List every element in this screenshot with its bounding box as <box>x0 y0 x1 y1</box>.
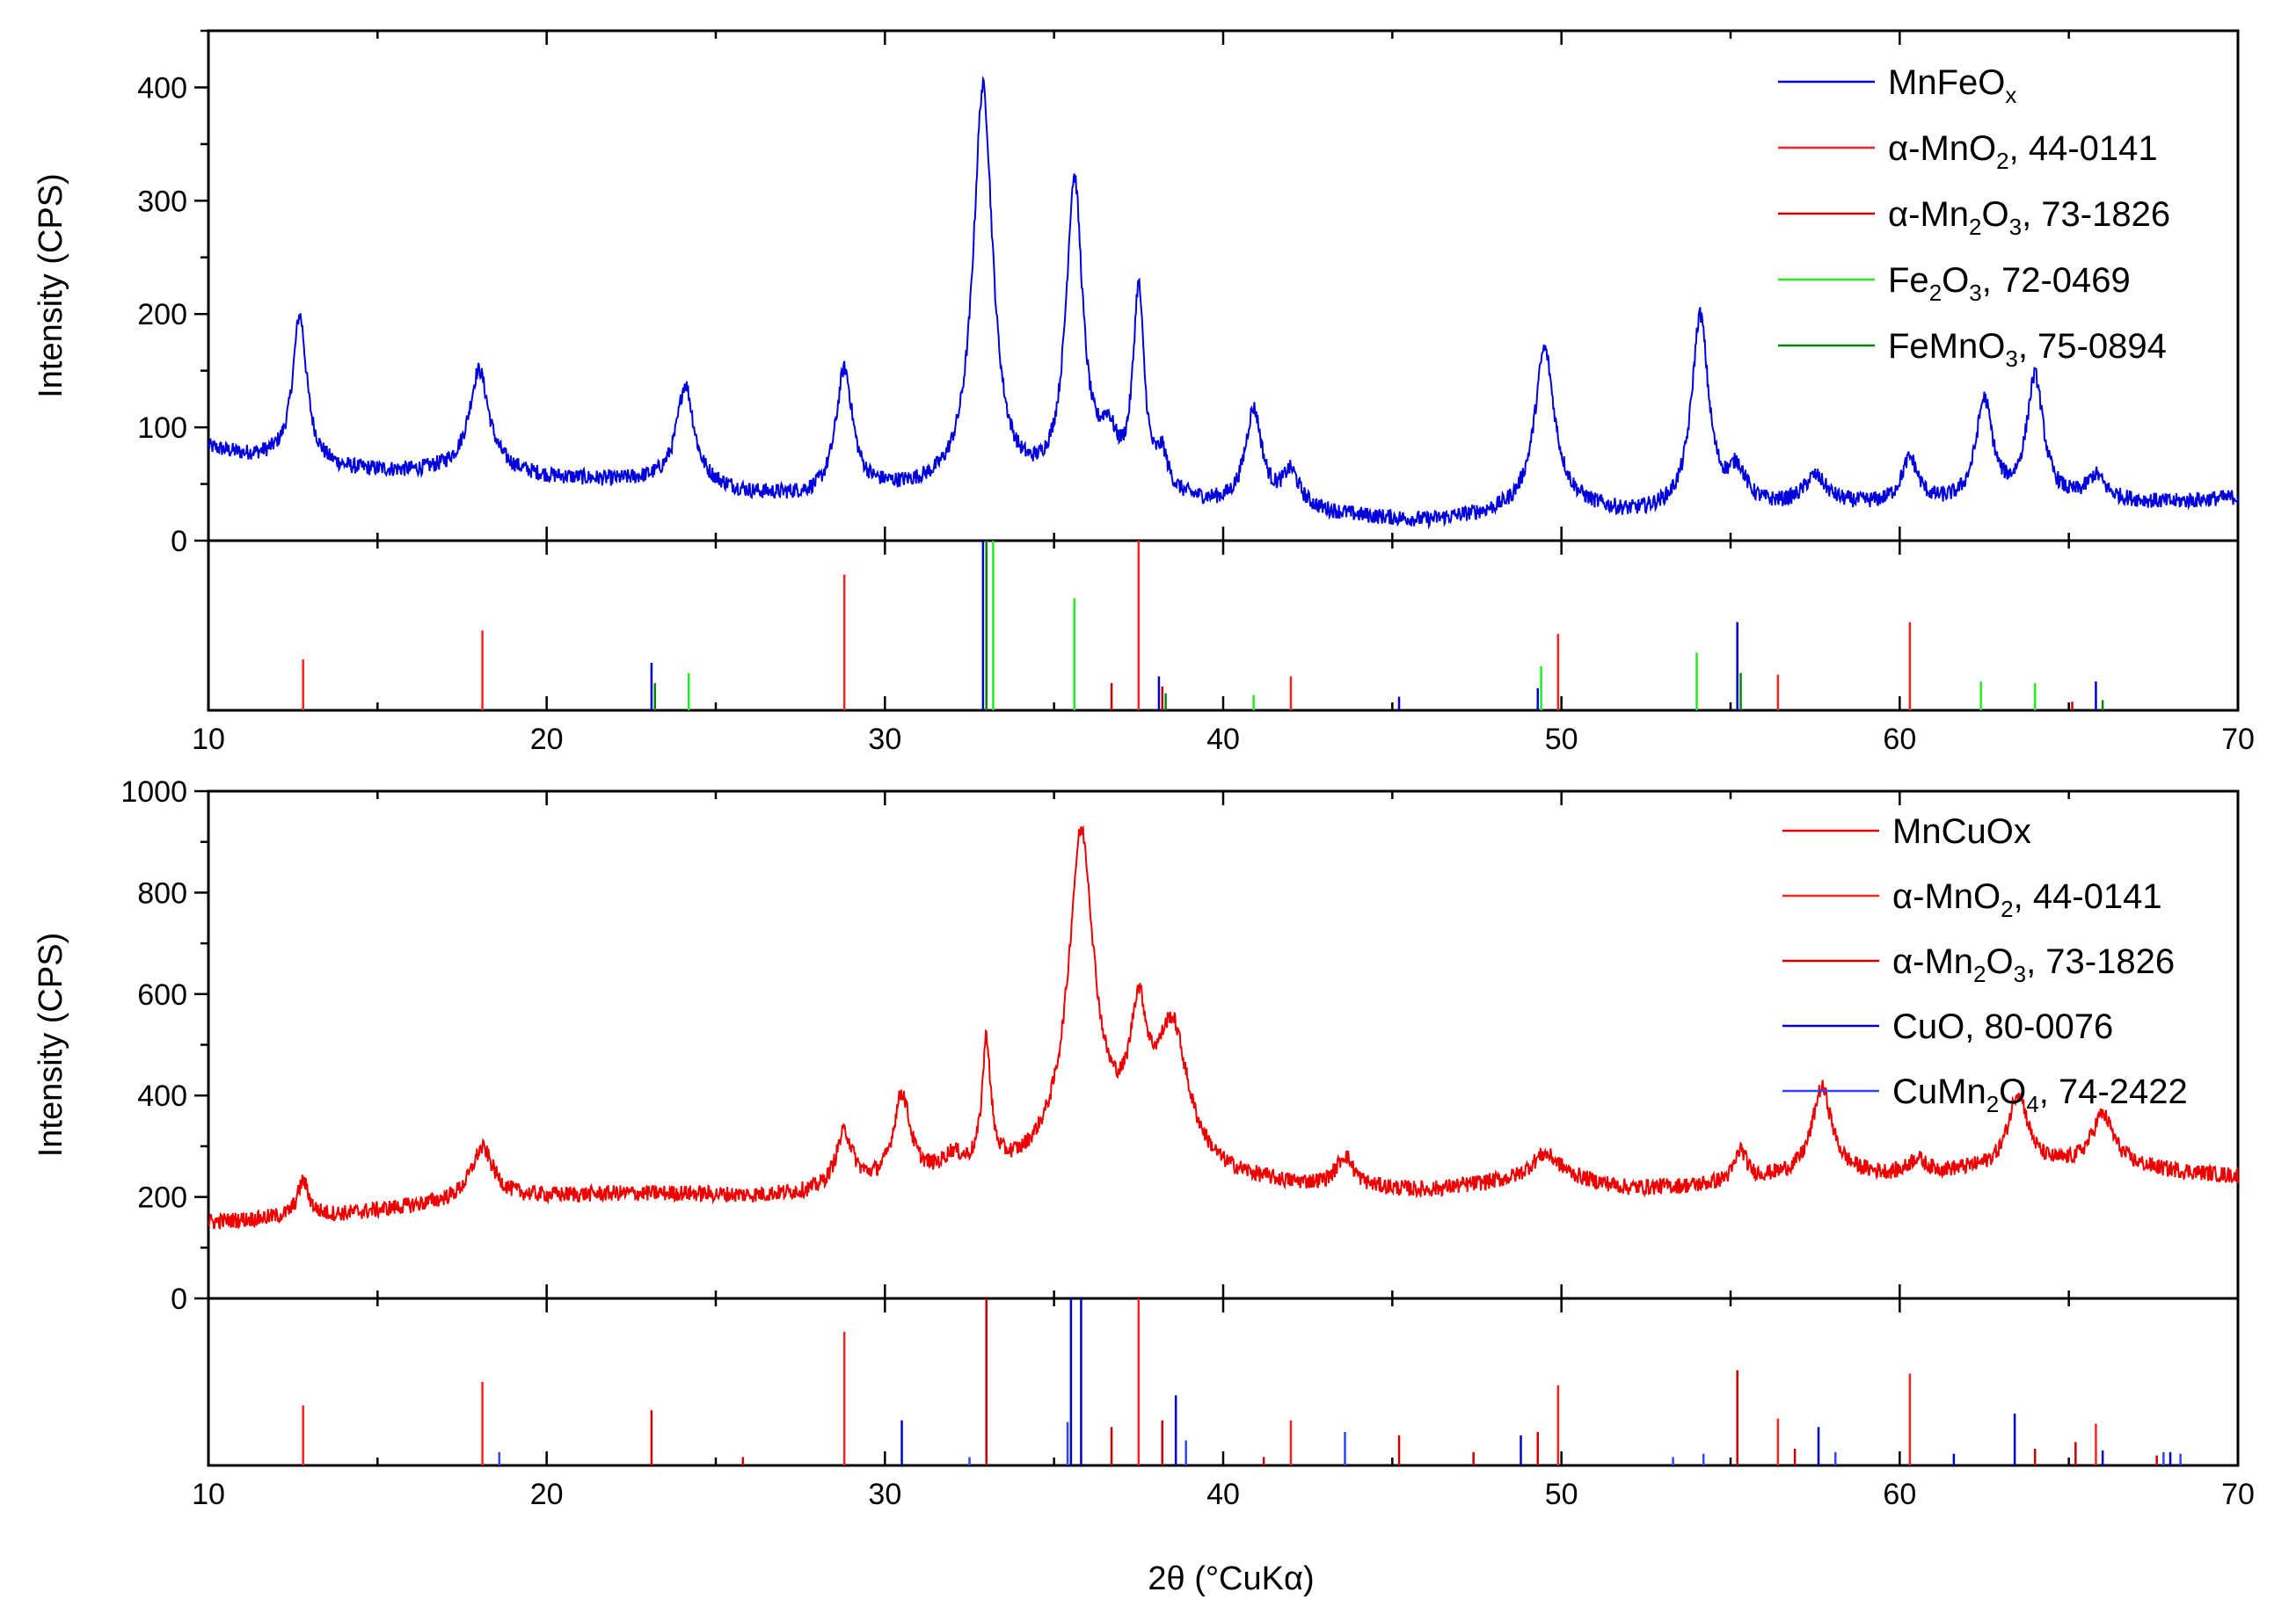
legend-label: α-Mn2O3, 73-1826 <box>1892 942 2175 987</box>
x-tick-label: 70 <box>2221 723 2255 756</box>
x-tick-label: 10 <box>192 723 225 756</box>
y-tick-label: 0 <box>171 1283 187 1316</box>
mncuox-reference-panel: 10 20 30 40 50 60 70 <box>192 1297 2255 1511</box>
y-axis-title: Intensity (CPS) <box>33 173 69 398</box>
y-tick-label: 200 <box>137 298 187 331</box>
y-tick-label: 600 <box>137 978 187 1012</box>
legend-label: CuMn2O4, 74-2422 <box>1892 1072 2188 1117</box>
legend-label: α-MnO2, 44-0141 <box>1888 129 2158 174</box>
y-tick-label: 0 <box>171 525 187 558</box>
x-tick-label: 70 <box>2221 1478 2255 1511</box>
x-tick-label: 60 <box>1883 1478 1916 1511</box>
x-tick-label: 40 <box>1206 723 1240 756</box>
legend-label: Fe2O3, 72-0469 <box>1888 261 2131 306</box>
series-line-mncuox <box>208 825 2239 1231</box>
x-tick-label: 60 <box>1883 723 1916 756</box>
x-tick-label: 40 <box>1206 1478 1240 1511</box>
x-tick-label: 50 <box>1545 1478 1578 1511</box>
y-tick-label: 400 <box>137 71 187 105</box>
y-tick-label: 400 <box>137 1080 187 1113</box>
x-tick-label: 30 <box>868 1478 901 1511</box>
legend-label: MnCuOx <box>1892 812 2031 851</box>
x-tick-label: 20 <box>530 1478 564 1511</box>
legend-bottom: MnCuOx α-MnO2, 44-0141 α-Mn2O3, 73-1826 CuO… <box>1782 812 2188 1117</box>
plot-frame <box>207 1297 2240 1467</box>
mncuox-pattern-panel: 0 200 400 600 800 1000 Intensity (CPS) <box>33 775 2240 1316</box>
x-tick-label: 10 <box>192 1478 225 1511</box>
y-tick-label: 300 <box>137 185 187 218</box>
x-tick-label: 30 <box>868 723 901 756</box>
plot-frame <box>207 539 2240 712</box>
x-axis-title: 2θ (°CuKα) <box>1148 1560 1314 1597</box>
y-tick-label: 100 <box>137 411 187 445</box>
legend-label: α-Mn2O3, 73-1826 <box>1888 195 2170 240</box>
x-tick-label: 50 <box>1545 723 1578 756</box>
legend-label: MnFeOx <box>1888 63 2016 108</box>
series-line-mnfeox <box>208 75 2239 530</box>
legend-top: MnFeOx α-MnO2, 44-0141 α-Mn2O3, 73-1826 Fe2… <box>1778 63 2170 372</box>
y-tick-label: 800 <box>137 876 187 910</box>
y-tick-label: 200 <box>137 1181 187 1215</box>
x-tick-label: 20 <box>530 723 564 756</box>
y-tick-label: 1000 <box>120 775 187 809</box>
legend-label: CuO, 80-0076 <box>1892 1007 2113 1046</box>
legend-label: FeMnO3, 75-0894 <box>1888 327 2167 372</box>
y-axis-title: Intensity (CPS) <box>33 933 69 1158</box>
mnfeox-reference-panel: 10 20 30 40 50 60 70 <box>192 539 2255 756</box>
legend-label: α-MnO2, 44-0141 <box>1892 877 2162 922</box>
